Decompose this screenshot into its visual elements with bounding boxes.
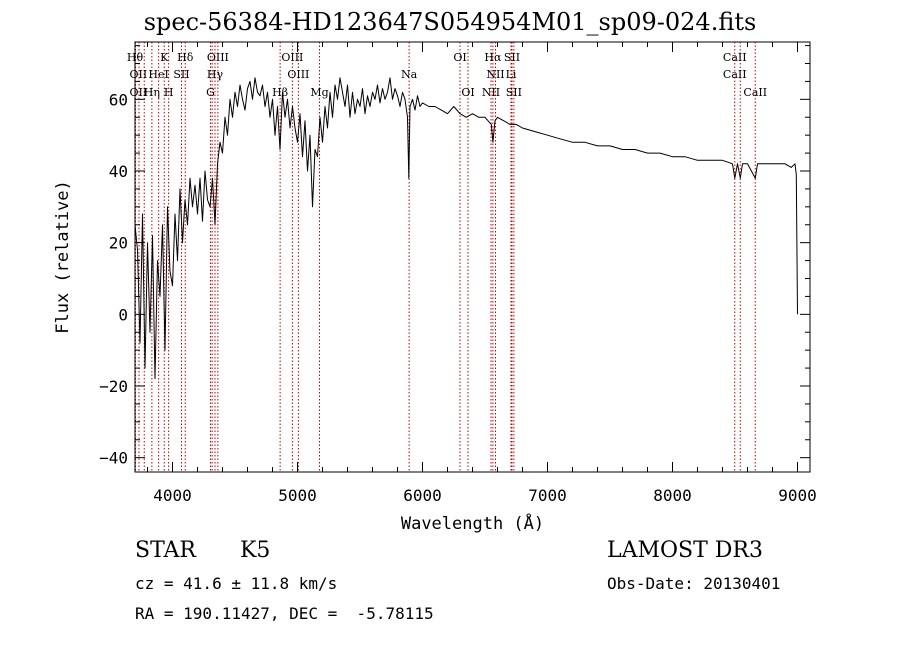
line-label: OII [130,68,148,81]
line-label: Hδ [177,51,194,64]
spectrum-series [134,77,798,380]
line-label: K [160,51,169,64]
line-label: SII [504,51,520,64]
line-label: H [164,86,174,99]
x-tick-label: 4000 [153,486,192,505]
line-label: CaII [723,51,747,64]
chart-title: spec-56384-HD123647S054954M01_sp09-024.f… [143,8,757,36]
line-label: OI [461,86,474,99]
line-label: Li [506,68,517,81]
line-label: Hη [144,86,160,99]
line-label: Mg [310,86,328,99]
line-label: NII [482,86,500,99]
y-axis-label: Flux (relative) [53,180,73,334]
line-label: OI [453,51,466,64]
x-tick-label: 9000 [778,486,817,505]
x-axis-label: Wavelength (Å) [401,512,544,534]
spectrum-line [134,77,798,380]
axis-ticks: 4000 5000 6000 7000 8000 9000 −40 −20 0 20 40 60 Wav… [53,42,817,534]
line-label: G [206,86,215,99]
line-label: SII [173,68,189,81]
plot-frame [134,41,811,473]
x-tick-label: 6000 [403,486,442,505]
line-label: SII [506,86,522,99]
y-tick-label: −20 [99,377,128,396]
line-label: CaII [743,86,767,99]
y-tick-label: 0 [118,305,128,324]
line-label: OIII [287,68,309,81]
x-tick-label: 8000 [653,486,692,505]
line-label: CaII [723,68,747,81]
plot-border [134,41,811,473]
line-label: Hγ [207,68,224,81]
observation-date: Obs-Date: 20130401 [607,574,781,593]
line-label: NII [486,68,504,81]
object-subclass: K5 [240,538,271,563]
line-label: OIII [281,51,303,64]
line-label: Hθ [127,51,144,64]
ra-dec-coordinates: RA = 190.11427, DEC = -5.78115 [135,604,434,623]
y-tick-label: −40 [99,449,128,468]
line-label: Na [401,68,418,81]
x-tick-label: 5000 [278,486,317,505]
y-tick-label: 60 [109,90,128,109]
y-tick-label: 40 [109,162,128,181]
line-markers [135,42,756,472]
survey-name: LAMOST DR3 [607,538,763,563]
line-label: HeI [148,68,168,81]
line-label: OIII [207,51,229,64]
line-label: OII [130,86,148,99]
line-label: Hβ [272,86,288,99]
y-tick-label: 20 [109,234,128,253]
redshift-velocity: cz = 41.6 ± 11.8 km/s [135,574,338,593]
object-class: STAR [135,538,196,563]
x-tick-label: 7000 [528,486,567,505]
line-label: Hα [484,51,502,64]
